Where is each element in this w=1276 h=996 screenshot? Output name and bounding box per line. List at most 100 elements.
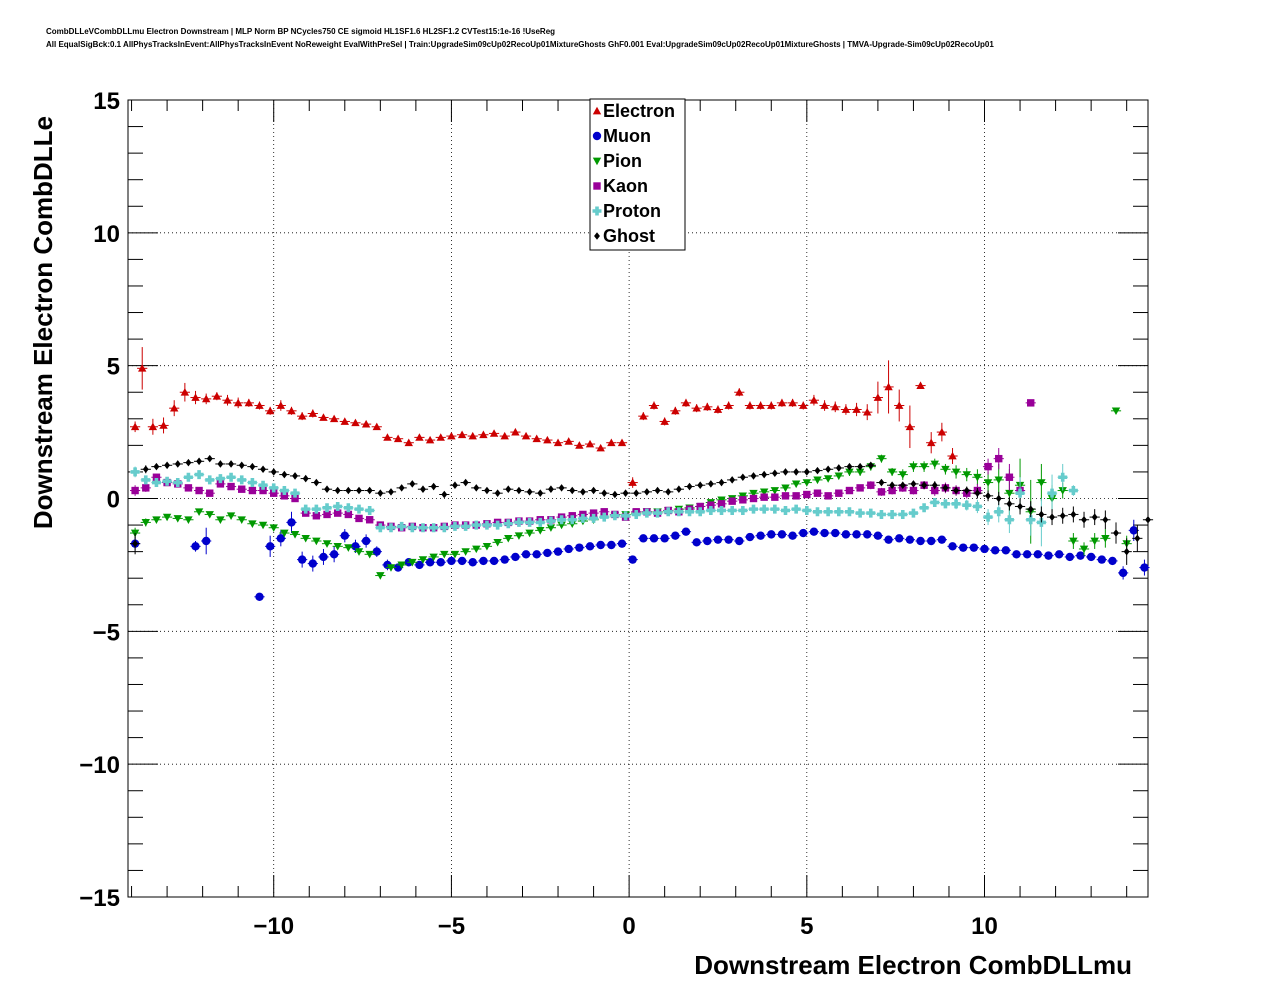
- data-point: [462, 478, 469, 487]
- data-point: [1113, 529, 1119, 537]
- data-point: [681, 527, 691, 536]
- data-point: [237, 475, 247, 485]
- data-point: [888, 486, 896, 495]
- data-point: [1049, 513, 1055, 521]
- data-point: [546, 524, 556, 532]
- data-point: [855, 468, 865, 477]
- data-point: [898, 509, 908, 519]
- data-point: [589, 509, 598, 517]
- data-point: [429, 553, 438, 562]
- data-point: [217, 460, 224, 468]
- data-point: [500, 431, 509, 440]
- data-point: [142, 484, 150, 492]
- data-point: [397, 561, 406, 570]
- data-point: [660, 417, 669, 425]
- data-point: [1069, 537, 1078, 546]
- data-point: [1101, 534, 1110, 543]
- data-point: [973, 473, 982, 482]
- data-point: [962, 471, 971, 479]
- data-point: [665, 488, 672, 496]
- data-point: [244, 398, 254, 407]
- data-point: [877, 488, 886, 496]
- data-point: [825, 465, 832, 474]
- data-point: [877, 455, 886, 463]
- data-point: [333, 501, 343, 511]
- data-point: [345, 486, 352, 495]
- data-point: [589, 513, 599, 523]
- data-point: [972, 501, 982, 511]
- data-point: [809, 396, 819, 404]
- data-point: [201, 394, 211, 403]
- data-point: [985, 492, 992, 500]
- data-point: [873, 393, 883, 401]
- data-point: [845, 468, 854, 477]
- data-point: [940, 499, 950, 509]
- data-point: [206, 489, 214, 497]
- data-point: [471, 520, 481, 530]
- data-point: [308, 409, 318, 417]
- data-point: [547, 485, 554, 493]
- data-point: [329, 550, 339, 559]
- data-point: [152, 516, 161, 524]
- data-point: [866, 508, 876, 518]
- data-point: [781, 492, 790, 500]
- data-point: [194, 508, 204, 516]
- data-point: [173, 515, 182, 523]
- data-point: [468, 431, 477, 440]
- data-point: [361, 536, 371, 546]
- data-point: [599, 512, 609, 522]
- data-point: [820, 401, 829, 409]
- data-point: [1026, 515, 1036, 525]
- data-point: [863, 530, 872, 539]
- data-point: [1015, 488, 1025, 498]
- data-point: [835, 489, 843, 497]
- data-point: [162, 513, 172, 522]
- data-point: [974, 489, 981, 497]
- data-point: [876, 509, 886, 519]
- data-point: [302, 474, 309, 483]
- data-point: [867, 481, 875, 489]
- data-point: [269, 524, 278, 532]
- data-point: [415, 433, 424, 441]
- data-point: [130, 467, 140, 477]
- data-point: [1047, 488, 1057, 498]
- data-point: [844, 507, 854, 517]
- data-point: [249, 462, 256, 471]
- data-point: [873, 531, 883, 540]
- data-point: [628, 555, 637, 564]
- data-point: [164, 461, 171, 470]
- data-point: [269, 483, 279, 493]
- data-point: [942, 484, 949, 492]
- data-point: [1068, 486, 1078, 496]
- data-point: [319, 552, 328, 562]
- data-point: [980, 544, 989, 554]
- data-point: [895, 534, 904, 543]
- data-point: [852, 405, 861, 413]
- data-point: [803, 468, 810, 476]
- data-point: [521, 431, 531, 440]
- data-point: [1079, 545, 1089, 554]
- data-point: [301, 534, 310, 543]
- data-point: [937, 427, 947, 436]
- data-point: [905, 422, 915, 431]
- data-point: [919, 463, 929, 471]
- data-point: [397, 521, 407, 531]
- data-point: [675, 485, 682, 493]
- data-point: [887, 509, 897, 519]
- data-point: [1004, 515, 1014, 525]
- data-point: [617, 539, 627, 548]
- data-point: [343, 503, 353, 513]
- data-point: [994, 507, 1004, 517]
- data-point: [184, 484, 193, 492]
- data-point: [793, 468, 800, 476]
- data-point: [493, 520, 503, 530]
- legend-label-ghost: Ghost: [603, 226, 655, 246]
- data-point: [756, 531, 765, 540]
- data-point: [472, 545, 481, 554]
- data-point: [759, 488, 769, 497]
- data-point: [313, 478, 320, 487]
- legend-label-kaon: Kaon: [603, 176, 648, 196]
- data-point: [228, 460, 235, 468]
- data-point: [1037, 479, 1046, 487]
- data-point: [265, 406, 275, 415]
